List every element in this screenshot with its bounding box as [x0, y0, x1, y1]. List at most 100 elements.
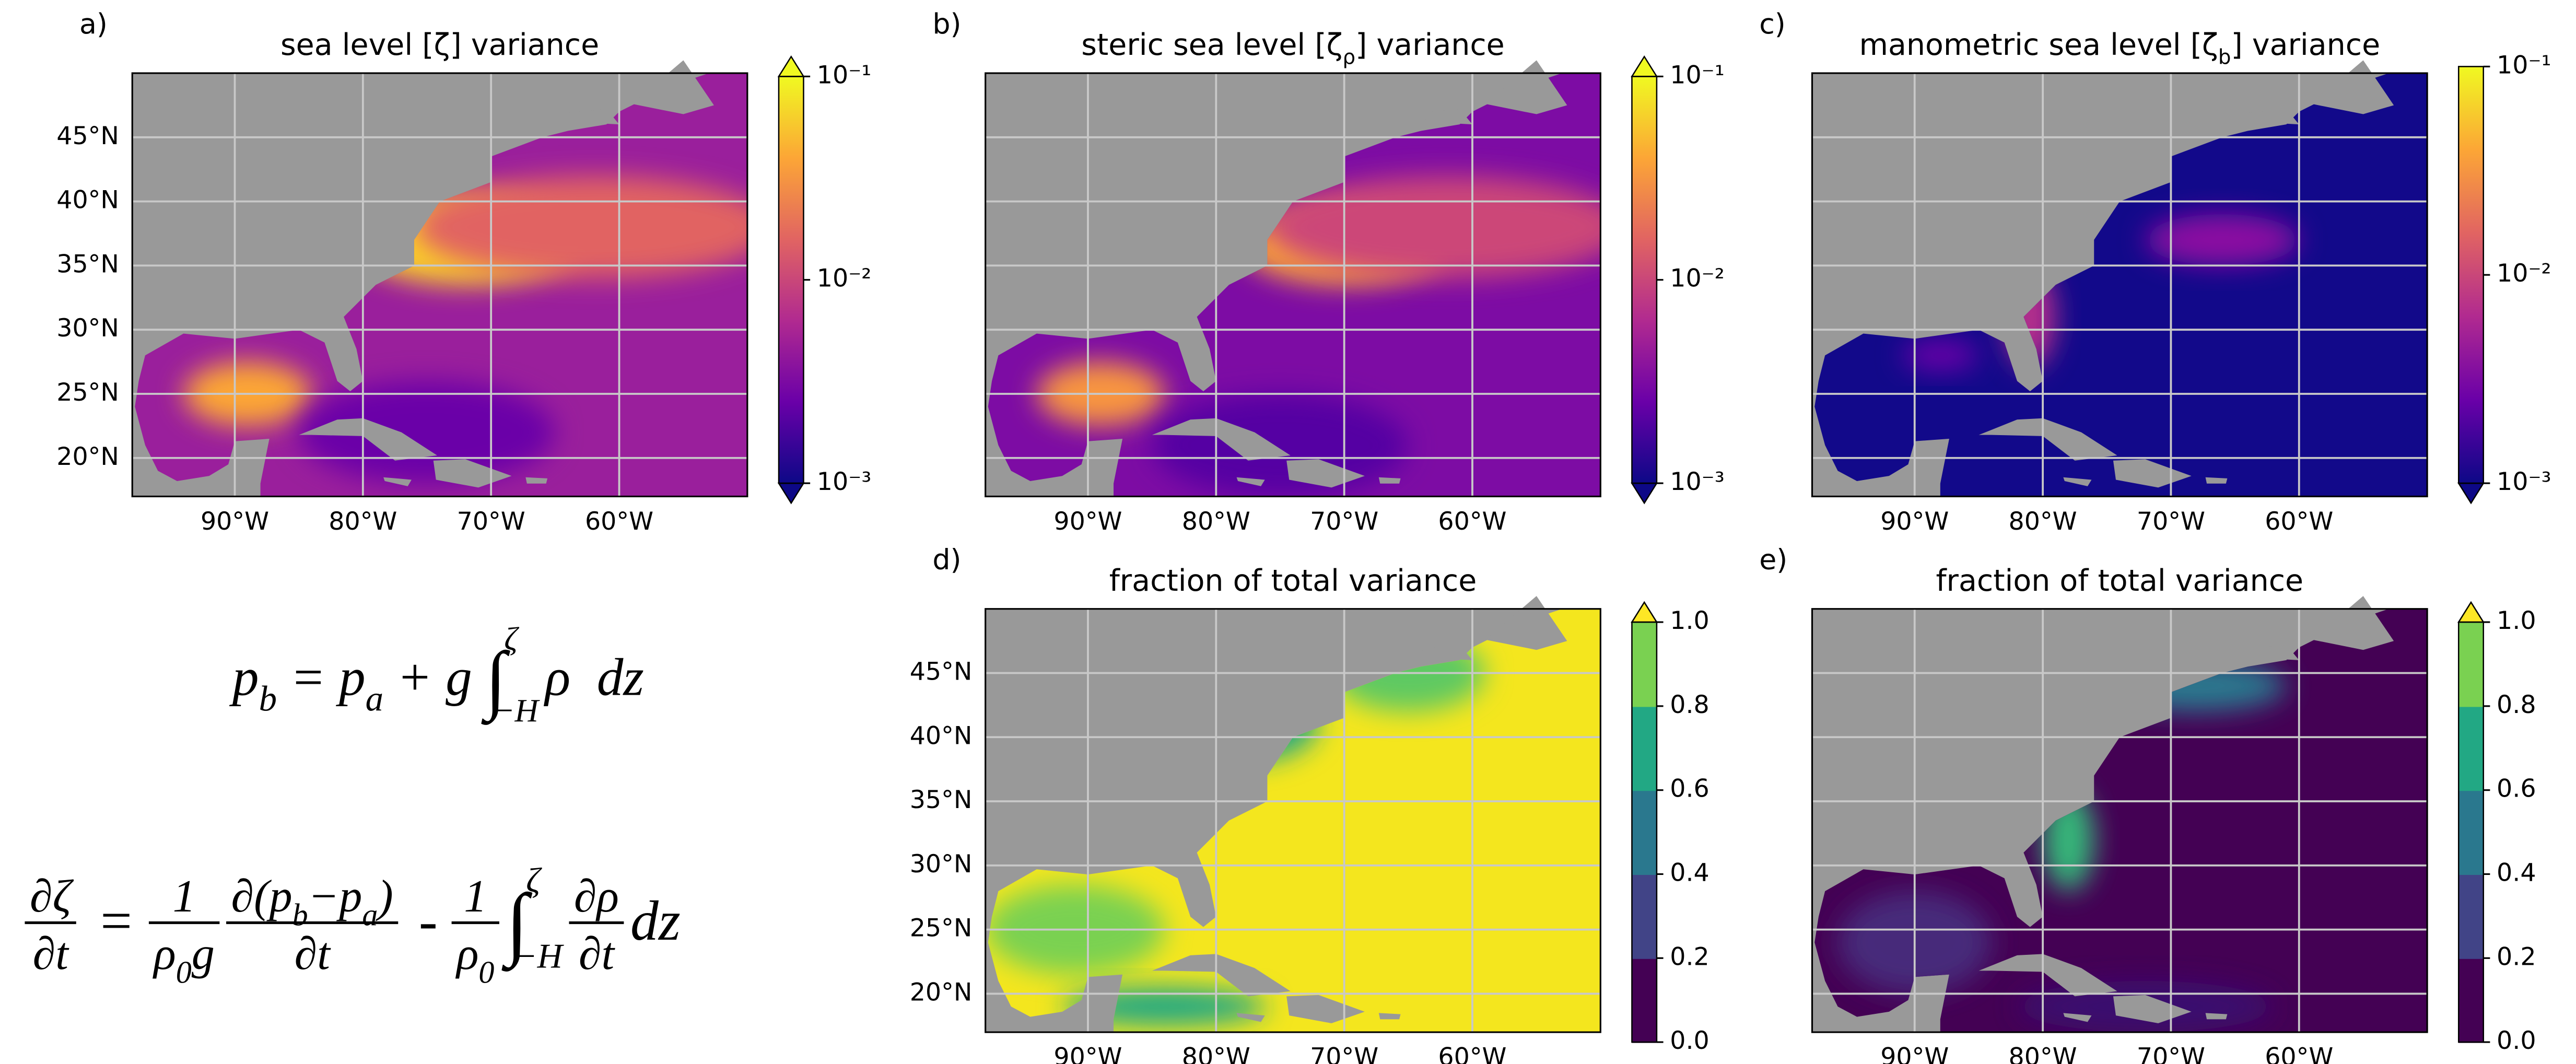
island — [1421, 109, 1472, 125]
island — [1378, 477, 1401, 484]
integral-lower: −H — [493, 692, 540, 729]
panel-label: d) — [932, 543, 961, 576]
numerator: 1 — [464, 871, 487, 922]
text-segment: ) — [375, 871, 393, 922]
numerator: ∂ζ — [30, 871, 74, 922]
subscript: b — [292, 897, 308, 932]
text-segment: fraction of total variance — [1936, 564, 2303, 598]
text-segment: ∂t — [579, 928, 616, 979]
text-segment: - — [405, 890, 452, 952]
text-segment: ζ — [2202, 28, 2218, 62]
colorbar: 0.0 0.2 0.4 0.6 0.8 1.0 — [1631, 601, 1709, 1055]
map-panel: b) steric sea level [ζ ρ] variance 90°W 80°W… — [932, 7, 1601, 536]
colorbar: 0.0 0.2 0.4 0.6 0.8 1.0 — [2457, 601, 2536, 1055]
island — [2063, 477, 2092, 486]
ocean-feature — [414, 176, 747, 278]
lat-tick-label: 30°N — [910, 850, 973, 879]
lat-tick-label: 25°N — [56, 378, 119, 407]
lon-tick-label: 70°W — [1310, 1043, 1378, 1064]
colorbar-tick-label: 10⁻¹ — [2497, 51, 2551, 79]
map-frame — [1811, 72, 2428, 498]
colorbar-step — [2458, 790, 2484, 875]
text-segment: steric sea level [ — [1081, 28, 1326, 62]
island — [2205, 477, 2228, 484]
island — [1152, 418, 1291, 461]
colorbar-tick-label: 0.4 — [1670, 858, 1709, 887]
lat-tick-label: 30°N — [56, 314, 119, 343]
text-segment: ∂ρ — [574, 871, 619, 922]
lat-tick-label: 45°N — [910, 657, 973, 686]
panel-title: fraction of total variance — [1936, 564, 2303, 598]
text-segment: ζ — [434, 28, 450, 62]
text-segment: ] variance — [450, 28, 600, 62]
text-segment: g — [192, 928, 215, 979]
island — [1978, 418, 2117, 461]
text-segment: ] variance — [1355, 28, 1505, 62]
subscript: b — [2218, 45, 2231, 69]
colorbar-tick-label: 0.6 — [1670, 775, 1709, 803]
lon-tick-label: 90°W — [1053, 1043, 1122, 1064]
equation: ∂ζ∂t = 1ρ 0 g∂(p b −p a)∂t - 1ρ 0∫ζ−H∂ρ∂tdz — [25, 861, 681, 989]
lon-tick-label: 80°W — [329, 507, 397, 536]
colorbar-tick-label: 10⁻¹ — [1670, 61, 1724, 89]
colorbar-tick-label: 0.0 — [1670, 1026, 1709, 1055]
colorbar-tick-label: 0.8 — [1670, 691, 1709, 719]
subscript: ρ — [1343, 45, 1356, 69]
map-frame — [985, 608, 1601, 1033]
island — [1485, 596, 1567, 650]
text-segment: = — [277, 648, 339, 706]
subscript: b — [259, 679, 277, 719]
text-segment: −p — [308, 871, 362, 922]
lon-tick-label: 80°W — [1182, 507, 1250, 536]
island — [568, 109, 619, 125]
island — [1236, 1013, 1265, 1022]
colorbar-extend — [1631, 55, 1658, 77]
lon-tick-label: 70°W — [2137, 1043, 2205, 1064]
lat-tick-label: 35°N — [56, 250, 119, 278]
colorbar-step — [1632, 874, 1657, 959]
colorbar-step — [2458, 622, 2484, 707]
panel-title: fraction of total variance — [1109, 564, 1477, 598]
integral-upper: ζ — [504, 621, 519, 657]
text-segment: fraction of total variance — [1109, 564, 1477, 598]
colorbar-tick-label: 1.0 — [1670, 606, 1709, 635]
panel-title: sea level [ζ] variance — [280, 28, 599, 62]
colorbar-tick-label: 0.6 — [2497, 775, 2536, 803]
colorbar-tick-label: 10⁻² — [817, 264, 872, 293]
panel-title: steric sea level [ζ ρ] variance — [1081, 28, 1505, 69]
text-segment: p — [336, 648, 366, 706]
lon-tick-label: 80°W — [2009, 1043, 2077, 1064]
lon-tick-label: 60°W — [1438, 1043, 1506, 1064]
text-segment: ∂(p — [231, 871, 292, 922]
lat-tick-label: 40°N — [910, 721, 973, 750]
map-panel: e) fraction of total variance 90°W 80°W 70°W… — [1759, 543, 2428, 1064]
lon-tick-label: 80°W — [2009, 507, 2077, 536]
lon-tick-label: 80°W — [1182, 1043, 1250, 1064]
lon-tick-label: 90°W — [1880, 507, 1949, 536]
lon-tick-label: 60°W — [2265, 507, 2333, 536]
colorbar-tick-label: 10⁻³ — [2497, 467, 2551, 496]
panel-label: b) — [932, 7, 961, 40]
colorbar-tick-label: 1.0 — [2497, 606, 2536, 635]
text-segment: ρ — [152, 928, 175, 979]
island — [2312, 60, 2394, 114]
text-segment: ρ dz — [544, 648, 644, 706]
colorbar-frame — [2457, 621, 2484, 1043]
colorbar-fill — [778, 76, 804, 484]
text-segment: ρ — [455, 928, 478, 979]
island — [383, 477, 412, 486]
colorbar-extend — [2457, 482, 2485, 505]
island — [1421, 645, 1472, 660]
text-segment: p — [229, 648, 259, 706]
colorbar-extend — [1631, 482, 1658, 505]
text-segment: 1 — [173, 871, 196, 922]
island — [1978, 954, 2117, 997]
island — [2205, 1013, 2228, 1020]
numerator: 1 — [173, 871, 196, 922]
colorbar-tick-label: 0.0 — [2497, 1026, 2536, 1055]
lat-tick-label: 25°N — [910, 914, 973, 943]
map-frame — [1811, 608, 2428, 1033]
panel-label: e) — [1759, 543, 1787, 576]
island — [632, 60, 714, 114]
